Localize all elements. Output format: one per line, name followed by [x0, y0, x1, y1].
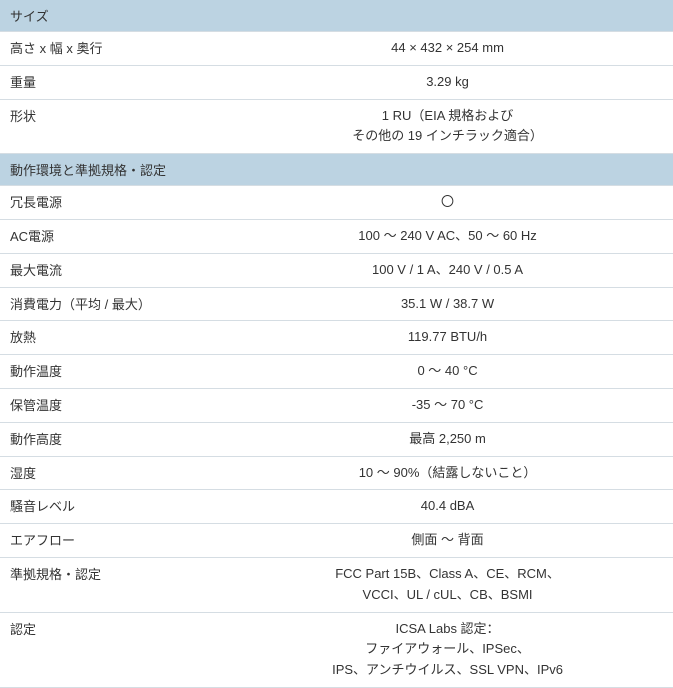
- row-label: 動作高度: [0, 422, 222, 456]
- row-value-line: 100 V / 1 A、240 V / 0.5 A: [232, 260, 663, 281]
- row-value: 10 ～ 90%（結露しないこと）: [222, 456, 673, 490]
- table-row: 認定ICSA Labs 認定：ファイアウォール、IPSec、IPS、アンチウイル…: [0, 612, 673, 687]
- table-row: 湿度 10 ～ 90%（結露しないこと）: [0, 456, 673, 490]
- table-row: 重量 3.29 kg: [0, 65, 673, 99]
- table-row: 冗長電源〇: [0, 186, 673, 220]
- row-label: 準拠規格・認定: [0, 557, 222, 612]
- row-value-line: 10 ～ 90%（結露しないこと）: [232, 463, 663, 484]
- row-label: 高さ x 幅 x 奥行: [0, 32, 222, 66]
- row-label: 放熱: [0, 321, 222, 355]
- row-label: エアフロー: [0, 524, 222, 558]
- row-value-line: 1 RU（EIA 規格および: [232, 106, 663, 127]
- row-value-line: 35.1 W / 38.7 W: [232, 294, 663, 315]
- row-value: -35 ～ 70 °C: [222, 388, 673, 422]
- row-label: 最大電流: [0, 253, 222, 287]
- row-value-line: IPS、アンチウイルス、SSL VPN、IPv6: [232, 660, 663, 681]
- row-label: AC電源: [0, 219, 222, 253]
- section-header-row: サイズ: [0, 0, 673, 32]
- table-row: エアフロー側面 ～ 背面: [0, 524, 673, 558]
- row-value: 側面 ～ 背面: [222, 524, 673, 558]
- row-value-line: FCC Part 15B、Class A、CE、RCM、: [232, 564, 663, 585]
- spec-table: サイズ高さ x 幅 x 奥行 44 × 432 × 254 mm 重量 3.29 kg…: [0, 0, 673, 688]
- row-value: FCC Part 15B、Class A、CE、RCM、VCCI、UL / cU…: [222, 557, 673, 612]
- row-value: 1 RU（EIA 規格およびその他の 19 インチラック適合）: [222, 99, 673, 154]
- row-label: 動作温度: [0, 355, 222, 389]
- row-label: 保管温度: [0, 388, 222, 422]
- row-value: 3.29 kg: [222, 65, 673, 99]
- row-value: 100 V / 1 A、240 V / 0.5 A: [222, 253, 673, 287]
- row-value-line: その他の 19 インチラック適合）: [232, 126, 663, 147]
- table-row: 放熱 119.77 BTU/h: [0, 321, 673, 355]
- row-value: 100 ～ 240 V AC、50 ～ 60 Hz: [222, 219, 673, 253]
- row-value-line: 0 ～ 40 °C: [232, 361, 663, 382]
- row-value: 119.77 BTU/h: [222, 321, 673, 355]
- row-label: 消費電力（平均 / 最大）: [0, 287, 222, 321]
- row-value-line: 40.4 dBA: [232, 496, 663, 517]
- row-value: ICSA Labs 認定：ファイアウォール、IPSec、IPS、アンチウイルス、…: [222, 612, 673, 687]
- row-label: 重量: [0, 65, 222, 99]
- spec-table-body: サイズ高さ x 幅 x 奥行 44 × 432 × 254 mm 重量 3.29 kg…: [0, 0, 673, 687]
- section-header-row: 動作環境と準拠規格・認定: [0, 154, 673, 186]
- table-row: AC電源 100 ～ 240 V AC、50 ～ 60 Hz: [0, 219, 673, 253]
- row-value-line: 100 ～ 240 V AC、50 ～ 60 Hz: [232, 226, 663, 247]
- row-value: 40.4 dBA: [222, 490, 673, 524]
- row-value-line: 44 × 432 × 254 mm: [232, 38, 663, 59]
- row-value-line: VCCI、UL / cUL、CB、BSMI: [232, 585, 663, 606]
- table-row: 形状1 RU（EIA 規格およびその他の 19 インチラック適合）: [0, 99, 673, 154]
- table-row: 動作温度 0 ～ 40 °C: [0, 355, 673, 389]
- row-value-line: 側面 ～ 背面: [232, 530, 663, 551]
- row-value: 〇: [222, 186, 673, 220]
- row-label: 湿度: [0, 456, 222, 490]
- row-value: 44 × 432 × 254 mm: [222, 32, 673, 66]
- row-value: 35.1 W / 38.7 W: [222, 287, 673, 321]
- row-label: 形状: [0, 99, 222, 154]
- table-row: 高さ x 幅 x 奥行 44 × 432 × 254 mm: [0, 32, 673, 66]
- row-value-line: 3.29 kg: [232, 72, 663, 93]
- row-label: 認定: [0, 612, 222, 687]
- row-value: 最高 2,250 m: [222, 422, 673, 456]
- table-row: 騒音レベル 40.4 dBA: [0, 490, 673, 524]
- table-row: 動作高度最高 2,250 m: [0, 422, 673, 456]
- section-header: 動作環境と準拠規格・認定: [0, 154, 673, 186]
- row-value: 0 ～ 40 °C: [222, 355, 673, 389]
- row-value-line: -35 ～ 70 °C: [232, 395, 663, 416]
- row-value-line: 最高 2,250 m: [232, 429, 663, 450]
- table-row: 準拠規格・認定FCC Part 15B、Class A、CE、RCM、VCCI、…: [0, 557, 673, 612]
- row-value-line: 〇: [232, 192, 663, 213]
- row-value-line: ファイアウォール、IPSec、: [232, 639, 663, 660]
- table-row: 保管温度 -35 ～ 70 °C: [0, 388, 673, 422]
- section-header: サイズ: [0, 0, 673, 32]
- row-label: 騒音レベル: [0, 490, 222, 524]
- row-value-line: 119.77 BTU/h: [232, 327, 663, 348]
- table-row: 消費電力（平均 / 最大） 35.1 W / 38.7 W: [0, 287, 673, 321]
- table-row: 最大電流 100 V / 1 A、240 V / 0.5 A: [0, 253, 673, 287]
- row-label: 冗長電源: [0, 186, 222, 220]
